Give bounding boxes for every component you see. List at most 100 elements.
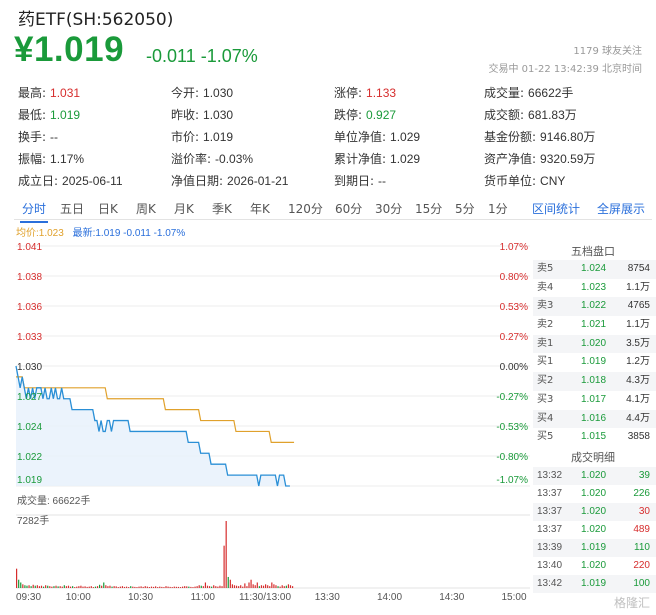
trade-detail-row: 13:37 1.020 226 xyxy=(533,485,656,503)
volume-bar xyxy=(38,586,41,588)
volume-bar xyxy=(157,587,159,588)
volume-bar xyxy=(69,586,72,588)
order-book-volume: 3858 xyxy=(627,431,650,443)
trade-detail-title: 成交明细 xyxy=(571,450,615,464)
intraday-chart[interactable]: 1.041 1.038 1.036 1.033 1.030 1.027 1.024 1.022… xyxy=(0,236,532,615)
volume-bar xyxy=(175,586,177,588)
order-book-level: 卖1 xyxy=(537,337,554,349)
volume-bar xyxy=(200,585,202,588)
stat-value: 1.029 xyxy=(390,152,421,166)
tab-period[interactable]: 五日 xyxy=(60,202,85,216)
price-tick-label: 1.024 xyxy=(17,422,42,433)
volume-bar xyxy=(130,586,132,588)
volume-bar xyxy=(167,586,169,588)
range-stats-link[interactable]: 区间统计 xyxy=(532,202,581,216)
volume-bar xyxy=(291,586,294,588)
trade-volume: 220 xyxy=(633,559,650,571)
follower-count[interactable]: 1179 球友关注 xyxy=(573,46,642,57)
trade-price: 1.020 xyxy=(581,505,607,517)
volume-bar xyxy=(111,586,113,588)
volume-bar xyxy=(109,585,111,588)
volume-bar xyxy=(55,585,57,588)
order-book-row: 卖3 1.022 4765 xyxy=(533,297,656,317)
volume-bar xyxy=(128,587,130,588)
stat-item: 今开: 1.030 xyxy=(171,84,233,101)
stat-item: 累计净值: 1.029 xyxy=(334,150,420,167)
tab-period[interactable]: 120分 xyxy=(288,202,323,216)
order-book-price: 1.021 xyxy=(581,319,607,331)
order-book-price: 1.018 xyxy=(581,375,607,387)
pct-tick-label: 0.53% xyxy=(500,302,528,313)
stat-label: 成交额: xyxy=(484,108,525,122)
tab-period[interactable]: 1分 xyxy=(488,202,508,216)
volume-bar xyxy=(57,586,59,588)
volume-bar xyxy=(227,576,229,588)
trade-price: 1.019 xyxy=(581,577,607,589)
trade-detail-row: 13:32 1.020 39 xyxy=(533,466,656,485)
volume-bar xyxy=(86,586,88,588)
volume-bar xyxy=(49,586,51,588)
tab-period[interactable]: 周K xyxy=(136,202,156,216)
trade-price: 1.020 xyxy=(581,559,607,571)
volume-bar xyxy=(20,582,22,588)
volume-bar xyxy=(105,585,107,588)
stat-label: 溢价率: xyxy=(171,152,212,166)
order-book-row: 卖1 1.020 3.5万 xyxy=(533,334,656,354)
chart-period-tabs: 区间统计 全屏展示 分时 五日 日K 周K 月K 季K 年K 120分 60分 30分 15分 5分 1… xyxy=(14,198,652,223)
volume-bar xyxy=(159,586,161,588)
fullscreen-link[interactable]: 全屏展示 xyxy=(597,202,646,216)
order-book-level: 卖3 xyxy=(537,300,554,312)
order-book-volume: 1.2万 xyxy=(626,356,650,368)
tab-period[interactable]: 季K xyxy=(212,202,232,216)
stat-item: 成立日: 2025-06-11 xyxy=(18,172,123,189)
stat-label: 涨停: xyxy=(334,86,363,100)
volume-bar xyxy=(256,582,258,588)
current-price: ¥1.019 xyxy=(14,30,125,69)
tab-period[interactable]: 月K xyxy=(174,202,194,216)
time-axis-label: 10:30 xyxy=(128,592,153,603)
volume-bar xyxy=(202,586,204,588)
volume-bar xyxy=(51,586,53,588)
trade-time: 13:37 xyxy=(537,487,563,499)
order-book-price: 1.017 xyxy=(581,393,607,405)
volume-bar xyxy=(101,585,103,588)
volume-bar xyxy=(287,584,290,588)
stat-label: 到期日: xyxy=(334,174,375,188)
stat-item: 最高: 1.031 xyxy=(18,84,80,101)
order-book-price: 1.015 xyxy=(581,431,607,443)
trade-volume: 489 xyxy=(633,523,650,535)
order-book-level: 卖4 xyxy=(537,281,554,293)
volume-bar xyxy=(42,586,45,588)
order-book-volume: 4.4万 xyxy=(626,412,650,424)
volume-bar xyxy=(138,586,140,588)
volume-bar xyxy=(96,586,99,588)
volume-bar xyxy=(144,586,146,588)
volume-bar xyxy=(231,584,233,588)
tab-period[interactable]: 15分 xyxy=(415,202,443,216)
volume-bar xyxy=(254,585,256,588)
volume-bar xyxy=(24,585,26,588)
tab-period[interactable]: 日K xyxy=(98,202,118,216)
volume-bar xyxy=(250,579,252,588)
stat-label: 基金份额: xyxy=(484,130,537,144)
price-tick-label: 1.027 xyxy=(17,392,42,403)
volume-bar xyxy=(285,585,287,588)
watermark-logo: 格隆汇 xyxy=(613,596,650,610)
stat-item: 单位净值: 1.029 xyxy=(334,128,420,145)
tab-period[interactable]: 60分 xyxy=(335,202,363,216)
trade-volume: 39 xyxy=(638,469,650,481)
volume-bar xyxy=(61,586,63,588)
order-book-volume: 1.1万 xyxy=(626,281,650,293)
tab-period[interactable]: 5分 xyxy=(455,202,475,216)
trade-time: 13:37 xyxy=(537,505,563,517)
time-axis-label: 14:00 xyxy=(377,592,402,603)
tab-period[interactable]: 30分 xyxy=(375,202,403,216)
price-tick-label: 1.041 xyxy=(17,242,42,253)
stat-item: 基金份额: 9146.80万 xyxy=(484,128,595,145)
tab-period[interactable]: 分时 xyxy=(19,202,49,223)
order-book-price: 1.016 xyxy=(581,412,607,424)
tab-period[interactable]: 年K xyxy=(250,202,270,216)
volume-bar xyxy=(36,585,38,588)
stat-item: 跌停: 0.927 xyxy=(334,106,396,123)
volume-bar xyxy=(67,585,70,588)
